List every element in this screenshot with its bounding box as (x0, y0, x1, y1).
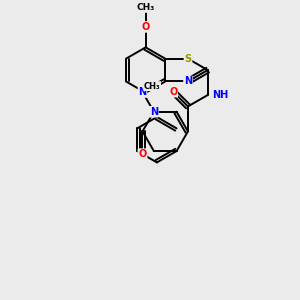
Text: S: S (184, 54, 192, 64)
Text: N: N (184, 76, 192, 86)
Text: NH: NH (212, 90, 228, 100)
Text: O: O (142, 22, 150, 32)
Text: N: N (138, 87, 147, 97)
Text: CH₃: CH₃ (136, 3, 155, 12)
Text: O: O (169, 87, 177, 97)
Text: N: N (150, 107, 158, 117)
Text: CH₃: CH₃ (144, 82, 160, 91)
Text: O: O (138, 149, 147, 159)
